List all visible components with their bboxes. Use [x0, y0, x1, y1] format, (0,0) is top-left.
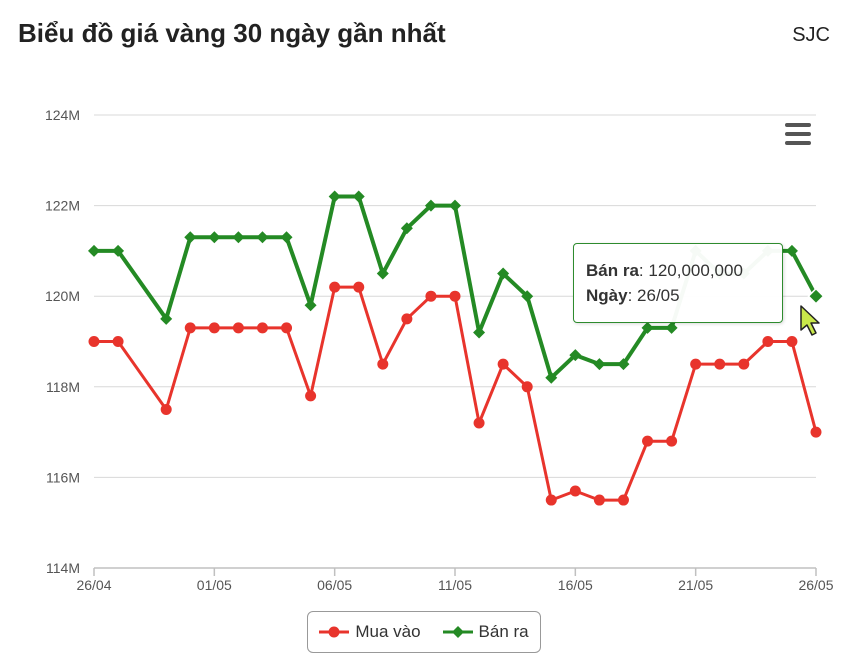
data-point-mua-vao[interactable] [377, 358, 389, 370]
data-point-mua-vao[interactable] [545, 494, 557, 506]
data-point-mua-vao[interactable] [305, 390, 317, 402]
chart-legend: Mua vào Bán ra [307, 611, 541, 653]
data-point-ban-ra[interactable] [497, 267, 510, 280]
x-tick-label: 01/05 [197, 577, 232, 593]
hamburger-menu-icon[interactable] [785, 123, 811, 145]
data-point-ban-ra[interactable] [641, 321, 654, 334]
tooltip-date-label: Ngày [586, 286, 628, 305]
legend-label-mua-vao: Mua vào [355, 622, 421, 641]
data-point-ban-ra[interactable] [785, 244, 798, 257]
data-point-mua-vao[interactable] [497, 358, 509, 370]
x-tick-label: 26/05 [798, 577, 833, 593]
data-point-mua-vao[interactable] [88, 336, 100, 347]
data-point-mua-vao[interactable] [690, 358, 702, 370]
data-point-ban-ra[interactable] [449, 199, 461, 212]
x-tick-label: 26/04 [76, 577, 111, 593]
data-point-ban-ra[interactable] [569, 349, 582, 362]
data-point-mua-vao[interactable] [714, 358, 726, 370]
x-axis [93, 567, 817, 576]
x-tick-label: 16/05 [558, 577, 593, 593]
data-point-ban-ra[interactable] [328, 190, 341, 203]
data-point-ban-ra[interactable] [376, 267, 389, 280]
data-point-ban-ra[interactable] [665, 321, 678, 334]
data-point-mua-vao[interactable] [786, 336, 798, 347]
data-point-mua-vao[interactable] [329, 281, 341, 293]
data-point-mua-vao[interactable] [425, 290, 437, 302]
data-point-ban-ra[interactable] [256, 231, 269, 244]
legend-item-mua-vao[interactable]: Mua vào [319, 622, 421, 642]
data-point-mua-vao[interactable] [232, 322, 244, 334]
data-point-ban-ra[interactable] [184, 231, 197, 244]
data-point-mua-vao[interactable] [281, 322, 293, 334]
data-point-ban-ra[interactable] [208, 231, 221, 244]
data-point-mua-vao[interactable] [449, 290, 461, 302]
legend-circle-marker-icon [319, 626, 350, 638]
legend-label-ban-ra: Bán ra [478, 622, 529, 641]
data-point-mua-vao[interactable] [112, 336, 124, 347]
data-point-mua-vao[interactable] [593, 494, 605, 506]
data-point-ban-ra[interactable] [473, 326, 486, 339]
y-tick-label: 124M [45, 107, 80, 123]
y-tick-label: 116M [46, 469, 80, 485]
data-point-mua-vao[interactable] [401, 313, 413, 325]
data-point-ban-ra[interactable] [424, 199, 437, 212]
y-tick-label: 120M [45, 288, 80, 304]
data-point-ban-ra[interactable] [400, 222, 413, 235]
data-point-mua-vao[interactable] [617, 494, 629, 506]
data-point-ban-ra[interactable] [88, 244, 100, 257]
data-point-ban-ra[interactable] [232, 231, 245, 244]
tooltip-date-row: Ngày: 26/05 [586, 286, 680, 305]
data-point-mua-vao[interactable] [738, 358, 750, 370]
y-tick-label: 122M [45, 198, 80, 214]
y-tick-label: 114M [46, 560, 80, 576]
data-point-mua-vao[interactable] [184, 322, 196, 334]
data-point-mua-vao[interactable] [762, 336, 774, 347]
brand-label: SJC [792, 24, 830, 46]
x-tick-label: 11/05 [438, 577, 472, 593]
data-point-ban-ra[interactable] [160, 312, 173, 325]
chart-tooltip: Bán ra: 120,000,000 Ngày: 26/05 [573, 243, 783, 323]
data-point-mua-vao[interactable] [256, 322, 268, 334]
x-tick-label: 06/05 [317, 577, 352, 593]
tooltip-series-label: Bán ra [586, 261, 639, 280]
data-point-ban-ra[interactable] [545, 371, 558, 384]
y-tick-label: 118M [46, 379, 80, 395]
data-point-mua-vao[interactable] [353, 281, 365, 293]
data-point-ban-ra[interactable] [521, 290, 534, 303]
hovered-data-point[interactable] [807, 287, 825, 305]
data-point-mua-vao[interactable] [473, 417, 485, 429]
legend-item-ban-ra[interactable]: Bán ra [442, 622, 529, 642]
data-point-ban-ra[interactable] [280, 231, 293, 244]
legend-diamond-marker-icon [442, 626, 473, 638]
data-point-mua-vao[interactable] [642, 435, 654, 447]
data-point-mua-vao[interactable] [208, 322, 220, 334]
x-tick-label: 21/05 [678, 577, 713, 593]
data-point-mua-vao[interactable] [810, 426, 822, 438]
data-point-ban-ra[interactable] [593, 358, 606, 371]
data-point-mua-vao[interactable] [160, 403, 172, 415]
series-layer [88, 190, 825, 506]
x-axis-labels: 26/04 01/05 06/05 11/05 16/05 21/05 26/05 [76, 577, 833, 593]
y-axis-labels: 114M 116M 118M 120M 122M 124M [45, 107, 80, 576]
data-point-ban-ra[interactable] [304, 299, 317, 312]
data-point-mua-vao[interactable] [666, 435, 678, 447]
mouse-pointer-icon [800, 305, 820, 336]
tooltip-value: 120,000,000 [648, 261, 743, 280]
page-title: Biểu đồ giá vàng 30 ngày gần nhất [18, 18, 446, 48]
tooltip-date: 26/05 [637, 286, 680, 305]
data-point-ban-ra[interactable] [352, 190, 365, 203]
tooltip-series-row: Bán ra: 120,000,000 [586, 261, 743, 280]
data-point-ban-ra[interactable] [617, 358, 630, 371]
grid-lines [94, 114, 816, 478]
data-point-ban-ra[interactable] [112, 244, 125, 257]
data-point-mua-vao[interactable] [521, 381, 533, 393]
data-point-mua-vao[interactable] [569, 485, 581, 497]
